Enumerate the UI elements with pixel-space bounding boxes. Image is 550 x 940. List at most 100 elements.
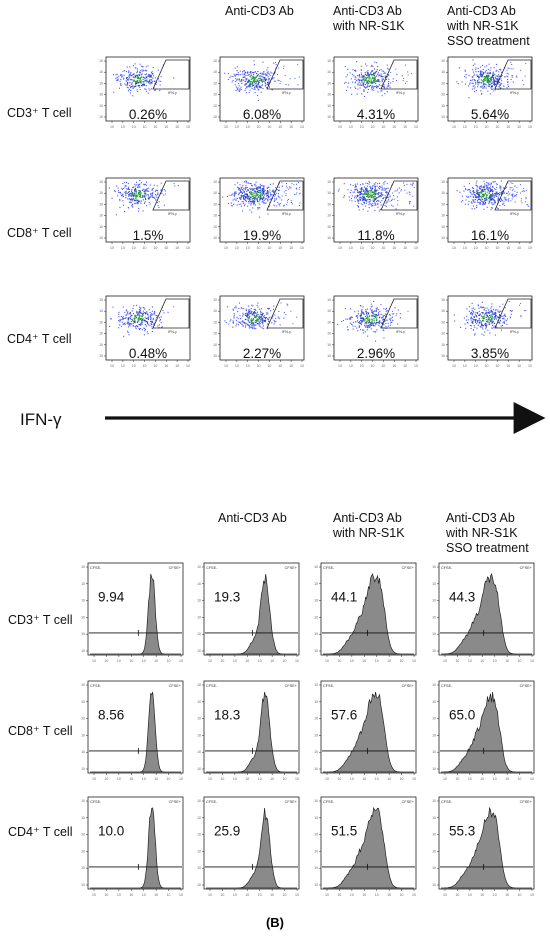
cell-event [251,322,253,324]
cell-event [245,185,247,187]
x-tick-label: 10 [121,246,125,250]
cell-event [379,186,381,188]
cell-event [128,74,130,76]
cell-event [361,79,363,81]
cell-event [269,199,271,201]
cell-event [472,319,474,321]
cell-event [125,84,127,86]
gated-event [406,192,408,194]
cell-event [260,313,262,315]
cell-event [121,195,123,197]
cell-event [259,316,261,318]
cell-event [248,313,250,315]
cell-event [251,82,253,84]
cell-event [500,87,502,89]
cell-event [248,312,250,314]
cell-event [243,74,245,76]
cell-event [135,83,137,85]
cell-event [375,323,377,325]
cell-event [260,91,262,93]
cfse-neg-value-label: 19.3 [214,590,240,605]
cell-event [381,322,383,324]
x-tick-label: 10 [300,364,304,368]
cell-event [495,75,497,77]
cell-event [338,188,340,190]
x-tick-label: 10 [325,777,329,781]
gated-event [283,191,285,193]
cell-event [493,83,495,85]
gated-event [403,77,405,79]
cell-event [382,188,384,190]
cell-event [393,195,395,197]
cell-event [369,195,371,197]
y-tick-label: 10 [213,191,217,195]
y-tick-label: 10 [81,649,85,653]
cell-event [260,192,262,194]
cell-event [252,320,254,322]
cell-event [262,185,264,187]
cell-event [491,199,493,201]
cell-event [476,74,478,76]
cell-event [483,195,485,197]
cell-event [492,74,494,76]
x-tick-label: 10 [257,246,261,250]
cell-event [234,184,236,186]
cell-event [488,201,490,203]
gated-event [399,313,401,315]
cell-event [128,70,130,72]
cell-event [472,312,474,314]
cell-event [245,325,247,327]
cell-event [347,68,349,70]
y-tick-label: 10 [314,599,318,603]
cell-event [151,196,153,198]
y-tick-label: 10 [99,59,103,63]
cell-event [247,317,249,319]
cell-event [381,200,383,202]
cell-event [359,305,361,307]
histogram-area [441,691,532,773]
gated-event [296,316,298,318]
cell-event [260,318,262,320]
cell-event [359,198,361,200]
cell-event [479,73,481,75]
x-tick-label: 10 [129,893,133,897]
gated-event [299,192,301,194]
y-tick-label: 10 [213,236,217,240]
cell-event [377,206,379,208]
cell-event [261,317,263,319]
cell-event [483,84,485,86]
cell-event [482,313,484,315]
cell-event [371,192,373,194]
cell-event [260,326,262,328]
cell-event [488,309,490,311]
cell-event [481,317,483,319]
cell-event [487,329,489,331]
cell-event [489,194,491,196]
cell-event [230,319,232,321]
cell-event [483,309,485,311]
cell-event [490,81,492,83]
cell-event [127,87,129,89]
cell-event [256,187,258,189]
y-tick-label: 10 [432,883,436,887]
cell-event [364,331,366,333]
x-tick-label: 10 [110,125,114,129]
cell-event [130,198,132,200]
cell-event [147,333,149,335]
cell-event [143,327,145,329]
cell-event [484,78,486,80]
cell-event [480,306,482,308]
cell-event [113,91,115,93]
cell-event [256,198,258,200]
cell-event [485,77,487,79]
cell-event [380,322,382,324]
cell-event [263,71,265,73]
cfse-pos-label: CFSE+ [169,800,182,804]
cell-event [243,308,245,310]
cell-event [143,76,145,78]
cell-event [254,190,256,192]
cell-event [108,187,110,189]
cell-event [363,90,365,92]
cell-event [131,189,133,191]
